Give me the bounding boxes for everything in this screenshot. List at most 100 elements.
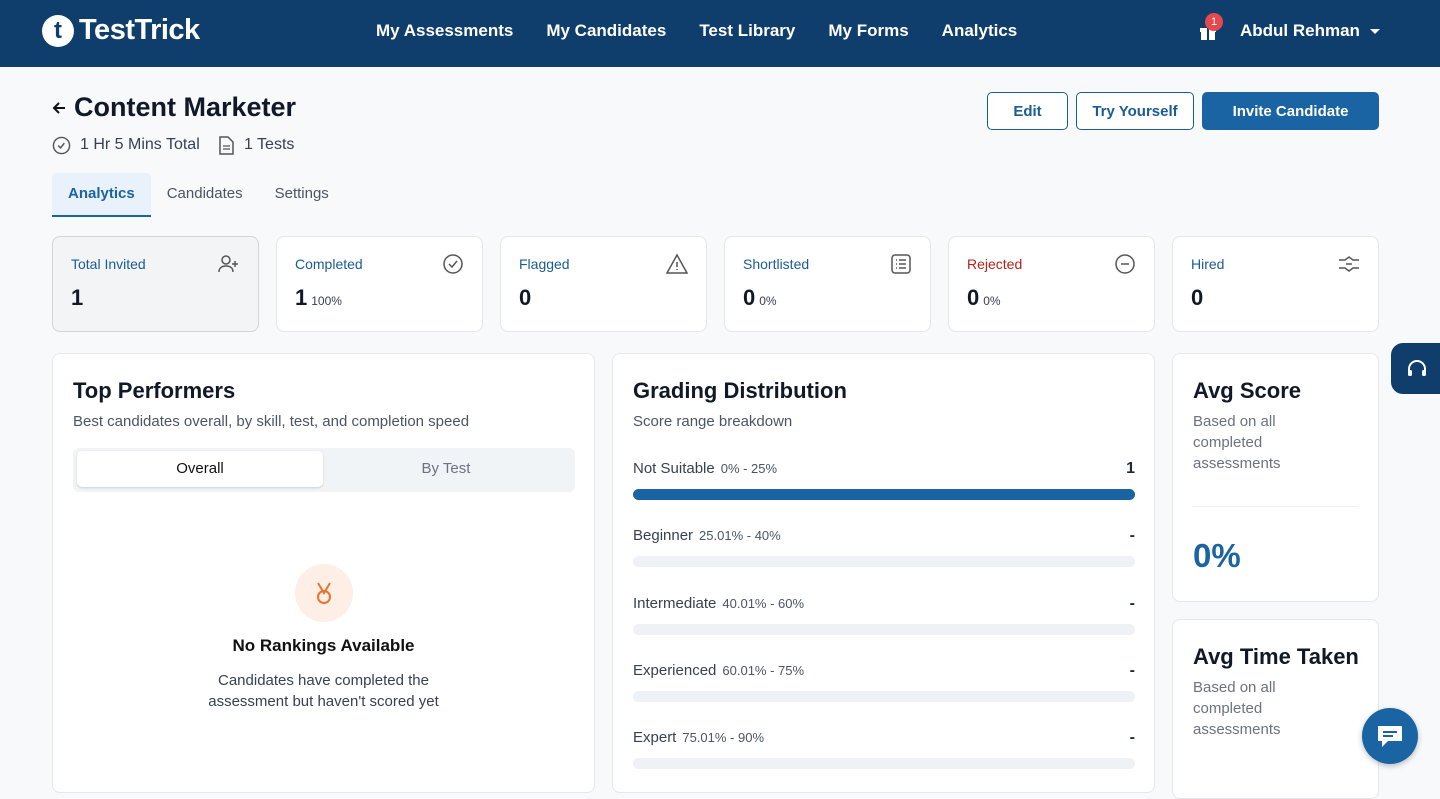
back-arrow[interactable] [52, 101, 66, 115]
grade-label: Expert [633, 729, 677, 747]
grade-track [633, 690, 1135, 702]
stat-value: 0 0% [743, 285, 777, 311]
grade-track [633, 623, 1135, 635]
notification-badge: 1 [1205, 13, 1223, 31]
edit-button[interactable]: Edit [987, 92, 1068, 130]
card-subtitle: Best candidates overall, by skill, test,… [73, 413, 470, 430]
grade-range: 25.01% - 40% [699, 528, 781, 544]
toggle-option[interactable]: Overall [77, 451, 323, 487]
tab[interactable]: Analytics [52, 173, 151, 217]
tab[interactable]: Settings [274, 185, 329, 202]
page-title: Content Marketer [74, 92, 297, 122]
card-subtitle: Score range breakdown [633, 413, 793, 430]
invite-label: Invite Candidate [1232, 102, 1349, 120]
logo-icon[interactable]: t [42, 15, 74, 47]
user-menu[interactable]: Abdul Rehman [1240, 21, 1360, 40]
stat-icon [1339, 256, 1359, 272]
stat-number: 0 [1191, 285, 1204, 310]
stat-icon [891, 254, 911, 274]
toggle-option[interactable]: By Test [421, 460, 471, 477]
card-title: Avg Time Taken [1193, 644, 1359, 669]
stat-value: 0 [519, 285, 531, 311]
stat-percent: 0% [759, 294, 777, 308]
grade-label: Beginner [633, 527, 694, 545]
nav-link[interactable]: Analytics [941, 21, 1018, 40]
stat-card[interactable]: Hired 0 [1172, 236, 1379, 332]
divider [1193, 506, 1358, 507]
stat-value: 0 [1191, 285, 1203, 311]
empty-title: No Rankings Available [232, 636, 415, 655]
stat-percent: 0% [983, 294, 1001, 308]
empty-text: Candidates have completed the assessment… [208, 672, 439, 710]
stat-percent: 100% [311, 294, 342, 308]
grade-label: Intermediate [633, 594, 717, 612]
tab[interactable]: Candidates [166, 185, 243, 202]
grade-range: 0% - 25% [720, 461, 778, 476]
grade-track [633, 758, 1135, 770]
stat-label: Hired [1191, 256, 1225, 272]
grade-count: - [1129, 594, 1135, 612]
grade-count: 1 [1126, 460, 1135, 477]
grade-track [633, 556, 1135, 568]
top-performers-card: Top Performers Best candidates overall, … [52, 353, 595, 793]
card-subtitle: Based on all completed assessments [1193, 413, 1281, 472]
stat-value: 0 0% [967, 285, 1001, 311]
chat-icon [1378, 726, 1402, 747]
nav-link[interactable]: My Candidates [546, 21, 667, 40]
stat-card[interactable]: Rejected 0 0% [948, 236, 1155, 332]
stat-label: Flagged [519, 256, 570, 272]
medal-icon [295, 564, 353, 622]
headset-icon [1408, 360, 1426, 376]
stat-card[interactable]: Completed 1 100% [276, 236, 483, 332]
stat-label: Shortlisted [743, 256, 810, 272]
test-count: 1 Tests [244, 136, 295, 153]
nav-link[interactable]: Test Library [699, 21, 796, 40]
try-button[interactable]: Try Yourself [1076, 92, 1194, 130]
grade-label: Not Suitable [633, 460, 715, 477]
invite-button[interactable]: Invite Candidate [1202, 92, 1379, 130]
gift-icon[interactable] [1198, 21, 1218, 41]
grade-count: - [1129, 527, 1135, 545]
grading-card: Grading Distribution Score range breakdo… [612, 353, 1155, 793]
grade-row: Intermediate 40.01% - 60% - [633, 595, 1135, 637]
grade-row: Beginner 25.01% - 40% - [633, 527, 1135, 569]
navbar: t TestTrick My Assessments My Candidates T… [0, 0, 1440, 67]
stat-value: 1 100% [295, 285, 342, 311]
support-button[interactable] [1391, 343, 1440, 394]
edit-label: Edit [1013, 102, 1042, 120]
avg-score-value: 0% [1193, 537, 1241, 574]
stat-number: 0 [967, 285, 980, 310]
stat-label: Total Invited [71, 256, 146, 272]
avg-time-card: Avg Time Taken Based on all completed as… [1172, 619, 1379, 799]
card-title: Avg Score [1193, 378, 1302, 403]
stat-card[interactable]: Shortlisted 0 0% [724, 236, 931, 332]
logo[interactable]: TestTrick [79, 14, 200, 46]
caret [1370, 29, 1380, 34]
grade-row: Expert 75.01% - 90% - [633, 729, 1135, 771]
grade-count: - [1129, 729, 1135, 747]
stat-label: Rejected [967, 256, 1023, 272]
nav-link[interactable]: My Forms [828, 21, 909, 40]
grade-bar [633, 489, 1135, 500]
grade-label: Experienced [633, 661, 717, 679]
toggle: Overall By Test [73, 448, 575, 492]
stat-number: 1 [295, 285, 308, 310]
tabs: Analytics Candidates Settings [52, 173, 345, 217]
stat-icon [443, 254, 463, 274]
nav-link[interactable]: My Assessments [376, 21, 514, 40]
stat-icon [666, 253, 688, 274]
grade-row: Experienced 60.01% - 75% - [633, 662, 1135, 704]
grade-count: - [1129, 661, 1135, 679]
card-title: Top Performers [73, 378, 236, 403]
grade-track [633, 489, 1135, 500]
chat-button[interactable] [1362, 708, 1418, 764]
nav-links: My Assessments My Candidates Test Library M… [376, 21, 1017, 41]
try-label: Try Yourself [1092, 102, 1178, 120]
stat-icon [218, 255, 238, 273]
stat-label: Completed [295, 256, 363, 272]
stat-card[interactable]: Total Invited 1 [52, 236, 259, 332]
stat-number: 0 [743, 285, 756, 310]
stat-card[interactable]: Flagged 0 [500, 236, 707, 332]
